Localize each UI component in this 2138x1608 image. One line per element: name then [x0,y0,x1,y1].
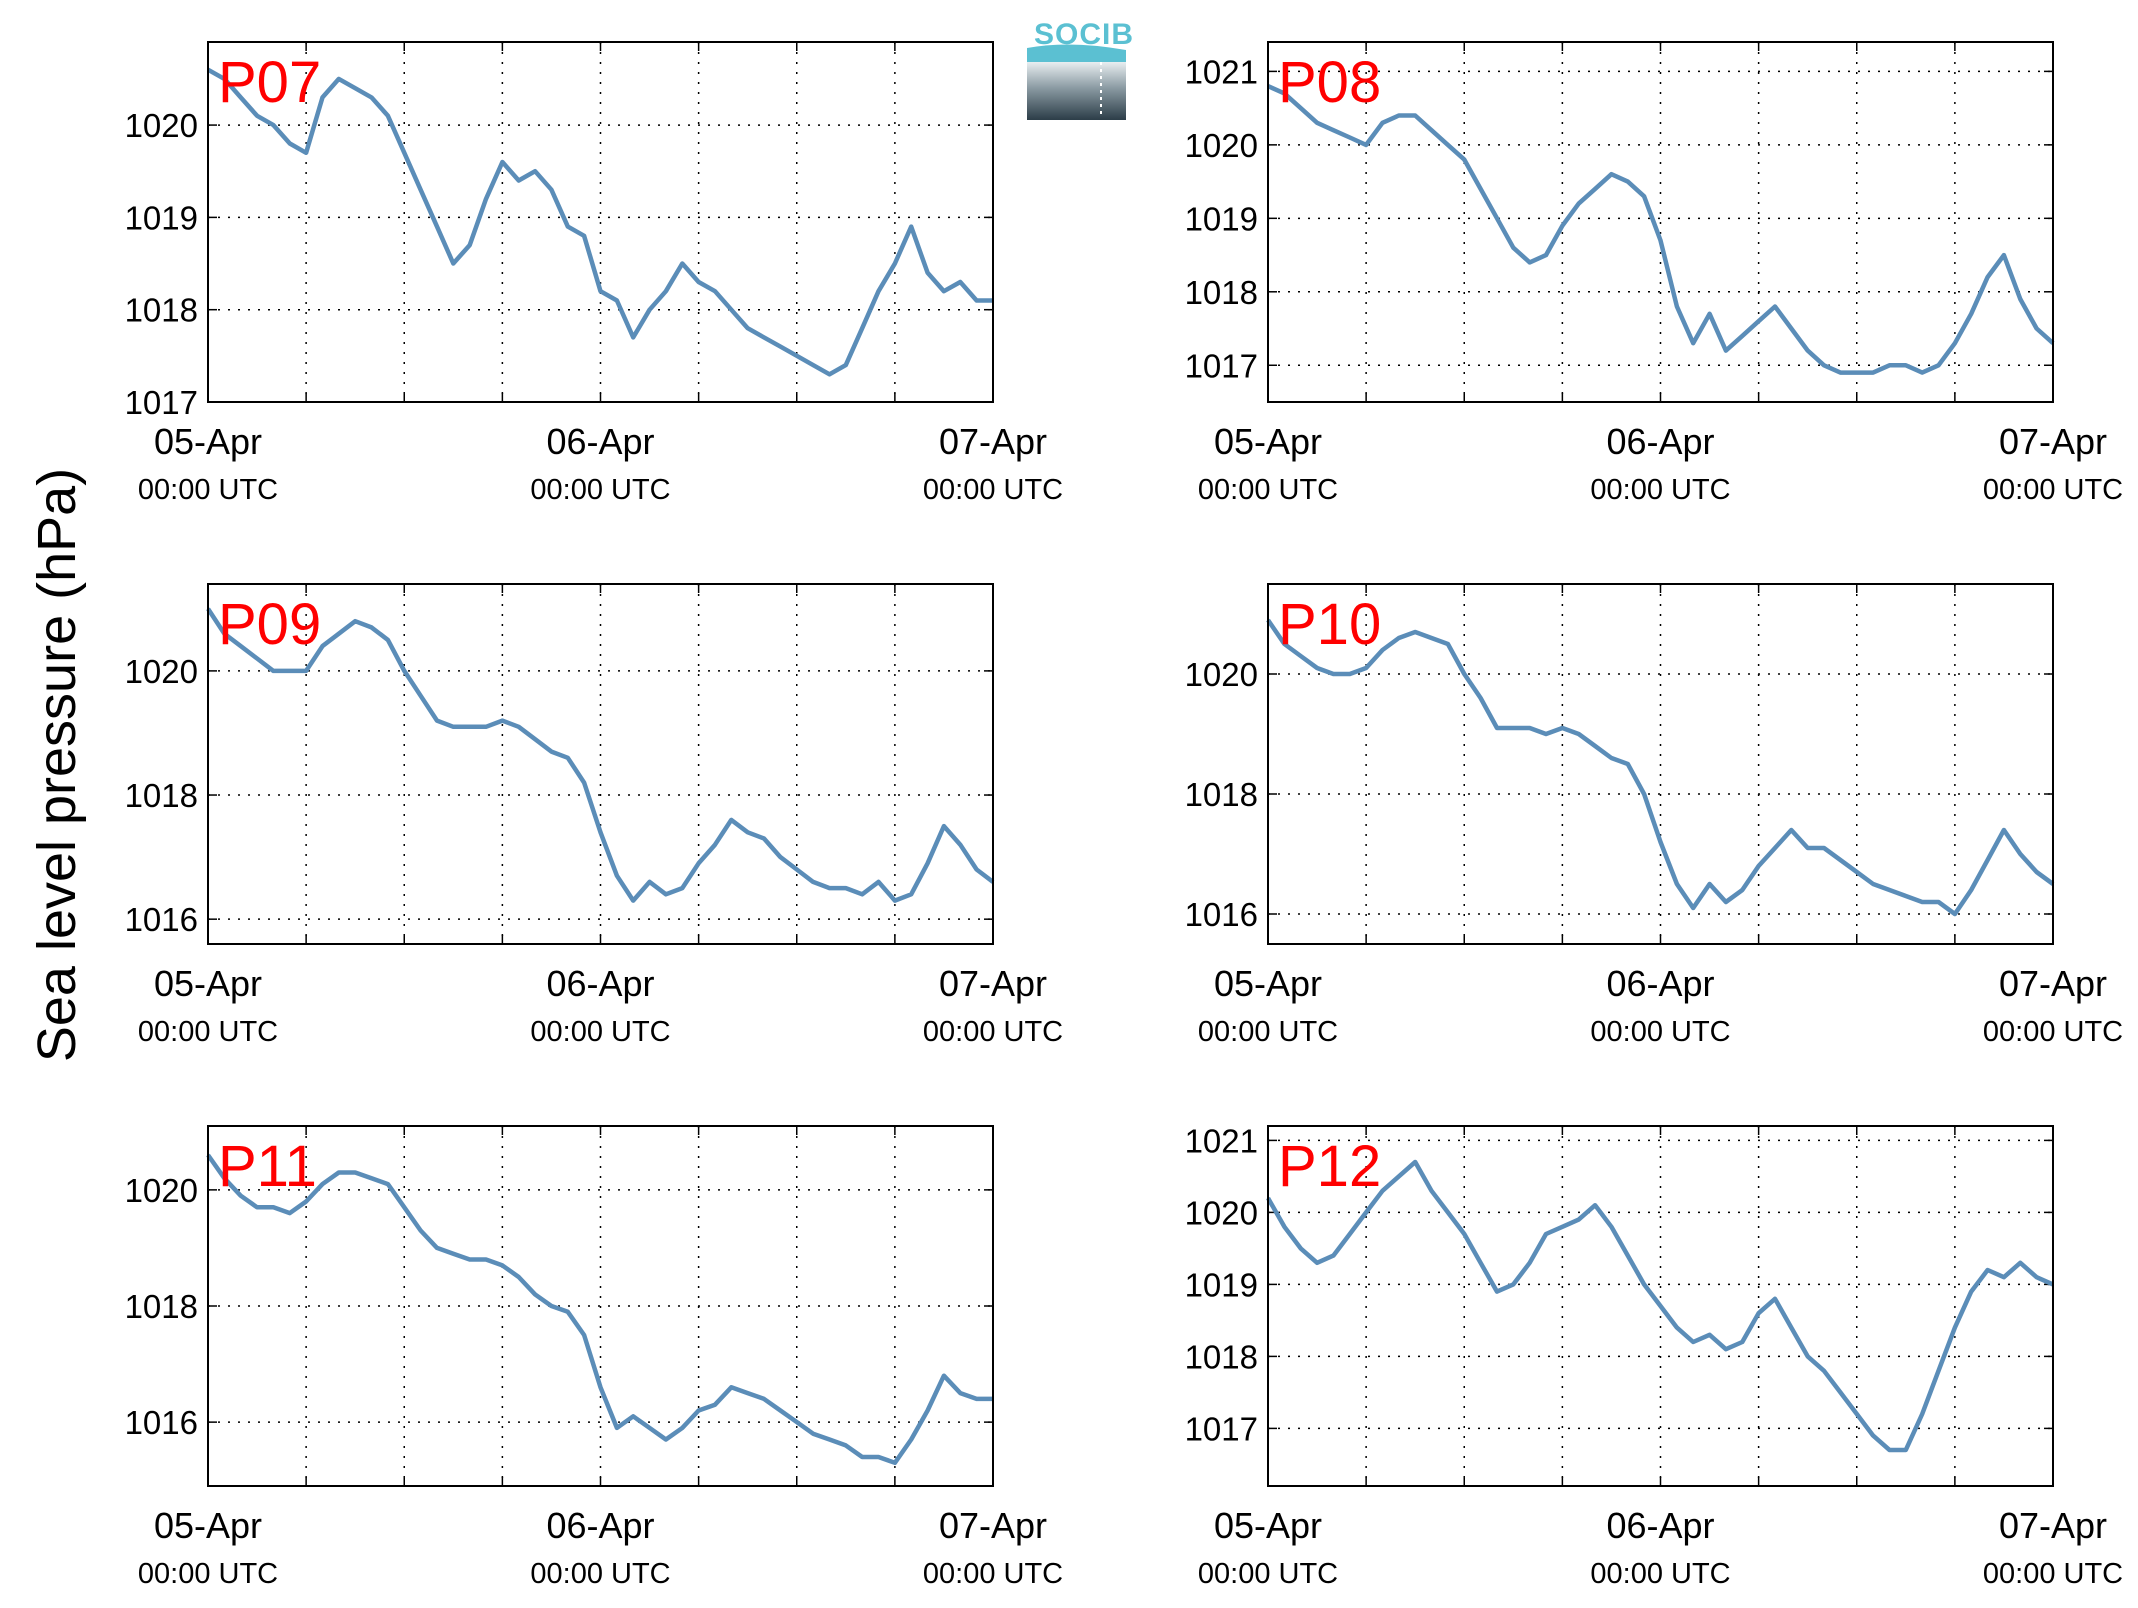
x-tick-label-date: 07-Apr [1999,963,2107,1004]
y-tick-label: 1018 [125,292,198,329]
series-line [1266,618,2055,917]
series-line [1267,84,2055,375]
y-tick-label: 1021 [1185,53,1258,90]
x-tick-label-date: 06-Apr [546,1505,654,1546]
x-tick-label-time: 00:00 UTC [1983,1558,2123,1590]
panel-label: P11 [218,1134,317,1199]
chart-panel-p10: 1016 1018 1020 05-Apr 00:00 UTC 06-Apr 00:00 U… [1185,583,2123,1048]
x-tick-label-date: 07-Apr [1999,421,2107,462]
x-tick-label-time: 00:00 UTC [1198,474,1338,506]
chart-panel-p09: 1016 1018 1020 05-Apr 00:00 UTC 06-Apr 00:00 U… [125,583,1063,1048]
x-tick-label-time: 00:00 UTC [138,474,278,506]
x-tick-label-time: 00:00 UTC [923,1016,1063,1048]
x-tick-label-date: 07-Apr [939,963,1047,1004]
series-line [206,607,995,903]
y-tick-label: 1018 [1185,274,1258,311]
y-tick-label: 1021 [1185,1122,1258,1159]
y-tick-label: 1020 [125,107,198,144]
y-tick-label: 1016 [1185,896,1258,933]
x-tick-label-time: 00:00 UTC [530,474,670,506]
panel-label: P09 [218,592,321,657]
x-tick-label-time: 00:00 UTC [923,474,1063,506]
x-tick-label-date: 05-Apr [154,1505,262,1546]
chart-panel-p08: 1017 1018 1019 1020 1021 05-Apr 00:00 UTC 06-Ap… [1185,41,2123,506]
axes-frame [1267,41,2054,403]
chart-panel-p07: 1017 1018 1019 1020 05-Apr 00:00 UTC 06-Apr 00:… [125,41,1063,506]
chart-panels: 1017 1018 1019 1020 05-Apr 00:00 UTC 06-Apr 00:… [125,41,2124,1590]
y-axis-label: Sea level pressure (hPa) [27,468,87,1062]
y-tick-label: 1020 [1185,127,1258,164]
chart-panel-p12: 1017 1018 1019 1020 1021 05-Apr 00:00 UTC 06-Ap… [1185,1122,2124,1590]
panel-label: P07 [218,50,321,115]
y-tick-label: 1020 [125,653,198,690]
axes-frame [1267,583,2054,945]
axes-frame [207,583,994,945]
y-tick-label: 1017 [1185,1410,1258,1447]
y-tick-label: 1020 [125,1172,198,1209]
y-tick-label: 1016 [125,901,198,938]
panel-label: P12 [1278,1134,1381,1199]
x-tick-label-date: 05-Apr [1214,963,1322,1004]
series-line [206,1153,993,1466]
x-tick-label-date: 06-Apr [546,421,654,462]
x-tick-label-time: 00:00 UTC [1983,474,2123,506]
y-tick-label: 1018 [1185,1338,1258,1375]
x-tick-label-date: 07-Apr [1999,1505,2107,1546]
x-tick-label-date: 07-Apr [939,1505,1047,1546]
panel-label: P10 [1278,592,1381,657]
x-tick-label-time: 00:00 UTC [1590,474,1730,506]
axes-frame [207,41,994,403]
y-tick-label: 1019 [125,199,198,236]
x-tick-label-time: 00:00 UTC [530,1558,670,1590]
y-tick-label: 1017 [125,384,198,421]
panel-label: P08 [1278,50,1381,115]
chart-panel-p11: 1016 1018 1020 05-Apr 00:00 UTC 06-Apr 00:00 U… [125,1125,1063,1590]
x-tick-label-date: 06-Apr [1606,963,1714,1004]
y-tick-label: 1020 [1185,1194,1258,1231]
axes-frame [1267,1125,2054,1487]
x-tick-label-date: 05-Apr [154,963,262,1004]
x-tick-label-date: 05-Apr [1214,421,1322,462]
y-tick-label: 1019 [1185,200,1258,237]
x-tick-label-time: 00:00 UTC [1983,1016,2123,1048]
x-tick-label-time: 00:00 UTC [1198,1558,1338,1590]
x-tick-label-time: 00:00 UTC [138,1016,278,1048]
y-tick-label: 1019 [1185,1266,1258,1303]
y-tick-label: 1018 [125,777,198,814]
x-tick-label-time: 00:00 UTC [923,1558,1063,1590]
y-tick-label: 1018 [125,1288,198,1325]
x-tick-label-time: 00:00 UTC [1590,1558,1730,1590]
series-line [206,67,993,377]
x-tick-label-date: 06-Apr [1606,1505,1714,1546]
x-tick-label-date: 05-Apr [154,421,262,462]
x-tick-label-time: 00:00 UTC [1198,1016,1338,1048]
x-tick-label-date: 06-Apr [546,963,654,1004]
x-tick-label-time: 00:00 UTC [1590,1016,1730,1048]
y-tick-label: 1017 [1185,347,1258,384]
x-tick-label-date: 06-Apr [1606,421,1714,462]
socib-logo: SOCIB [1027,18,1133,120]
axes-frame [207,1125,994,1487]
series-line [1266,1159,2054,1453]
y-tick-label: 1016 [125,1404,198,1441]
y-tick-label: 1018 [1185,776,1258,813]
x-tick-label-time: 00:00 UTC [138,1558,278,1590]
x-tick-label-date: 05-Apr [1214,1505,1322,1546]
y-tick-label: 1020 [1185,656,1258,693]
x-tick-label-time: 00:00 UTC [530,1016,670,1048]
x-tick-label-date: 07-Apr [939,421,1047,462]
